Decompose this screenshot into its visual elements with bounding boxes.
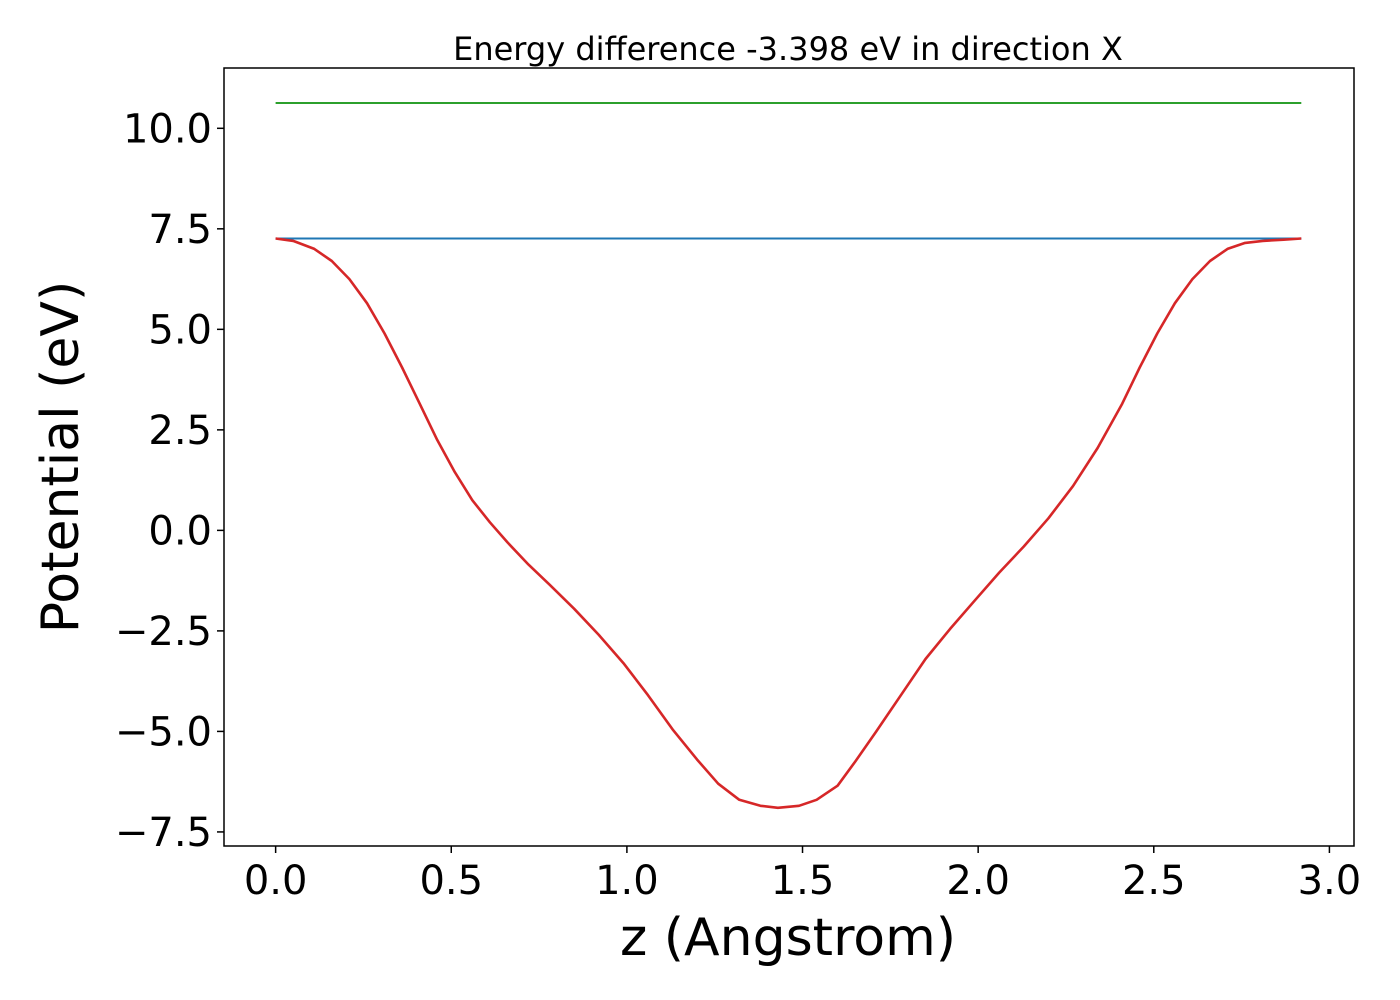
- x-tick-label: 0.0: [244, 858, 308, 904]
- y-tick-label: −2.5: [115, 609, 212, 655]
- y-tick-label: −7.5: [115, 810, 212, 856]
- x-tick-label: 0.5: [419, 858, 483, 904]
- x-axis-label: z (Angstrom): [620, 908, 956, 968]
- chart-title: Energy difference -3.398 eV in direction…: [453, 30, 1123, 68]
- plot-frame: [223, 67, 1355, 847]
- y-axis-ticks: −7.5 −5.0 −2.5 0.0 2.5 5.0 7.5 10.0: [115, 106, 224, 856]
- y-axis-label: Potential (eV): [31, 281, 91, 633]
- x-tick-label: 2.0: [946, 858, 1010, 904]
- x-tick-label: 1.5: [771, 858, 835, 904]
- y-tick-label: −5.0: [115, 709, 212, 755]
- x-tick-label: 1.0: [595, 858, 659, 904]
- series-line-2: [275, 237, 1302, 810]
- x-tick-label: 2.5: [1122, 858, 1186, 904]
- y-tick-label: 7.5: [148, 207, 212, 253]
- y-tick-label: 2.5: [148, 408, 212, 454]
- y-tick-label: 5.0: [148, 307, 212, 353]
- x-tick-label: 3.0: [1298, 858, 1362, 904]
- x-axis-ticks: 0.0 0.5 1.0 1.5 2.0 2.5 3.0: [244, 846, 1361, 904]
- y-tick-label: 0.0: [148, 508, 212, 554]
- plot-series: [275, 102, 1302, 810]
- y-tick-label: 10.0: [123, 106, 212, 152]
